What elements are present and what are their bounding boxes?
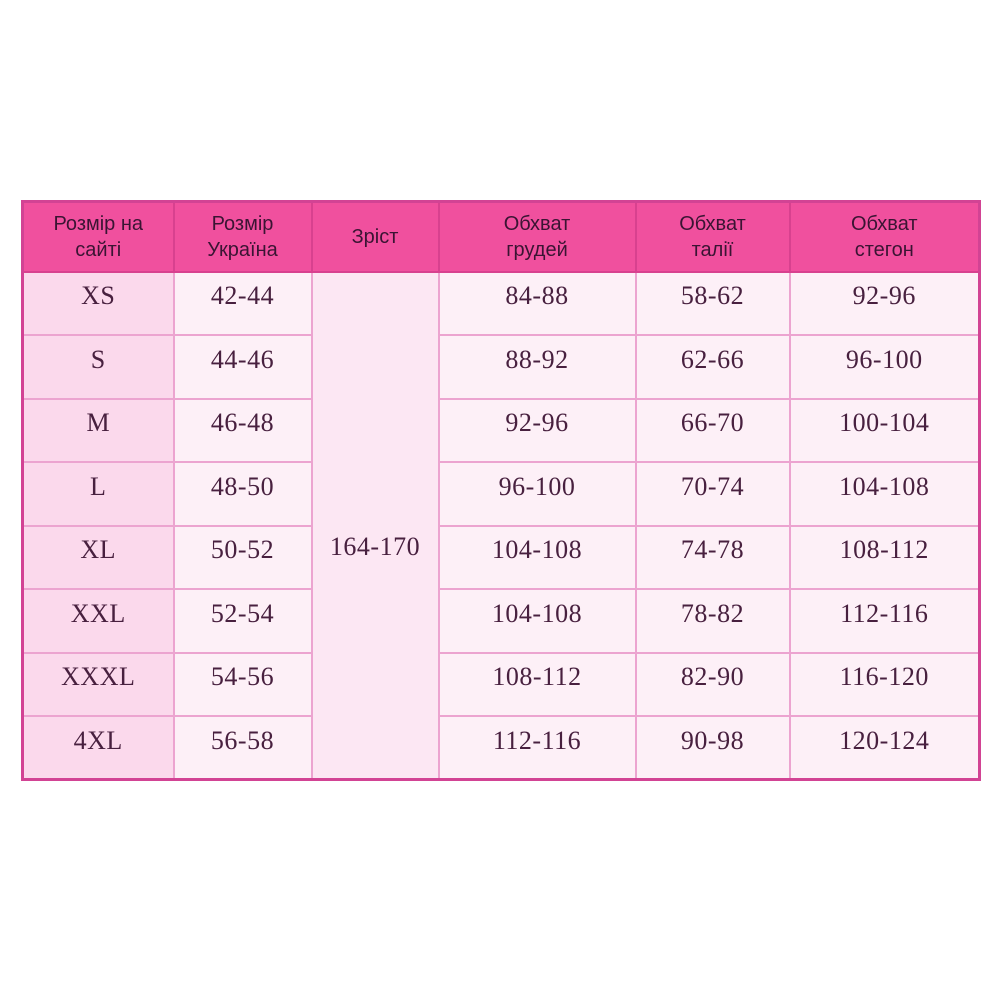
cell-size-ua: 54-56 [172,651,313,717]
cell-hips: 108-112 [788,524,981,590]
header-label-line: сайті [75,238,122,261]
cell-chest: 92-96 [437,397,637,463]
header-cell-chest: Обхват грудей [437,200,637,273]
cell-chest: 108-112 [437,651,637,717]
cell-hips: 112-116 [788,588,981,654]
cell-chest: 104-108 [437,524,637,590]
cell-size-ua: 52-54 [172,588,313,654]
cell-chest: 112-116 [437,715,637,781]
cell-waist: 58-62 [634,270,791,336]
cell-size-ua: 42-44 [172,270,313,336]
cell-size-site: XXXL [21,651,175,717]
cell-chest: 96-100 [437,461,637,527]
cell-size-site: S [21,334,175,400]
header-row: Розмір на сайті Розмір Україна Зріст Обх… [21,200,981,273]
cell-hips: 100-104 [788,397,981,463]
cell-hips: 104-108 [788,461,981,527]
table-row: M 46-48 92-96 66-70 100-104 [21,397,981,463]
header-label-line: Обхват [679,212,746,235]
cell-size-site: M [21,397,175,463]
cell-size-ua: 46-48 [172,397,313,463]
cell-waist: 66-70 [634,397,791,463]
cell-hips: 92-96 [788,270,981,336]
cell-chest: 88-92 [437,334,637,400]
cell-height-merged: 164-170 [310,270,440,781]
table-row: S 44-46 88-92 62-66 96-100 [21,334,981,400]
header-label-line: Розмір на [53,212,144,235]
header-cell-size-site: Розмір на сайті [21,200,175,273]
header-cell-hips: Обхват стегон [788,200,981,273]
table-row: 4XL 56-58 112-116 90-98 120-124 [21,715,981,781]
table-row: XXL 52-54 104-108 78-82 112-116 [21,588,981,654]
cell-size-ua: 48-50 [172,461,313,527]
size-chart-table: Розмір на сайті Розмір Україна Зріст Обх… [21,200,981,781]
cell-hips: 120-124 [788,715,981,781]
cell-hips: 96-100 [788,334,981,400]
cell-waist: 62-66 [634,334,791,400]
cell-waist: 82-90 [634,651,791,717]
cell-chest: 104-108 [437,588,637,654]
header-label-line: Розмір [211,212,274,235]
header-label-line: Зріст [351,225,399,248]
table-row: XS 42-44 164-170 84-88 58-62 92-96 [21,270,981,781]
header-label-line: талії [691,238,734,261]
header-cell-waist: Обхват талії [634,200,791,273]
cell-size-site: XXL [21,588,175,654]
header-label-line: Обхват [850,212,918,235]
cell-size-site: L [21,461,175,527]
header-label-line: грудей [506,238,568,261]
cell-size-ua: 50-52 [172,524,313,590]
header-label-line: стегон [854,238,914,261]
table-row: XL 50-52 104-108 74-78 108-112 [21,524,981,590]
table-row: XXXL 54-56 108-112 82-90 116-120 [21,651,981,717]
cell-size-ua: 44-46 [172,334,313,400]
cell-size-site: XS [21,270,175,336]
cell-waist: 78-82 [634,588,791,654]
header-label-line: Обхват [503,212,571,235]
cell-waist: 70-74 [634,461,791,527]
cell-waist: 74-78 [634,524,791,590]
cell-waist: 90-98 [634,715,791,781]
cell-size-ua: 56-58 [172,715,313,781]
header-cell-size-ukraine: Розмір Україна [172,200,313,273]
cell-size-site: XL [21,524,175,590]
table-row: L 48-50 96-100 70-74 104-108 [21,461,981,527]
header-cell-height: Зріст [310,200,440,273]
cell-size-site: 4XL [21,715,175,781]
cell-hips: 116-120 [788,651,981,717]
header-label-line: Україна [207,238,278,261]
cell-chest: 84-88 [437,270,637,336]
